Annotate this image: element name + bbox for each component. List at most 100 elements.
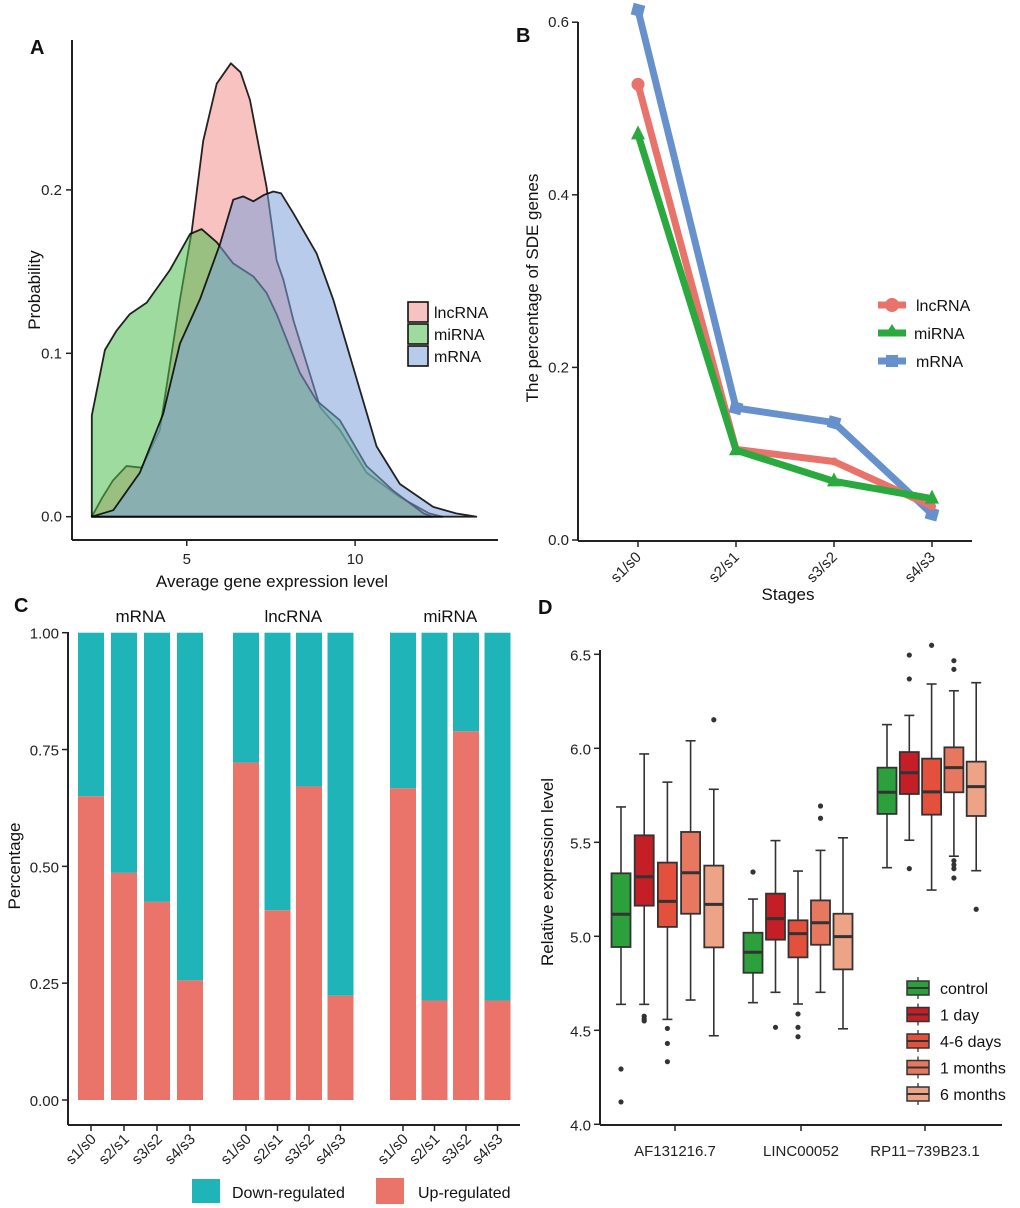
x-tick-label: s2/s1 — [705, 549, 742, 586]
y-axis-title: Probability — [25, 250, 44, 330]
outlier-point — [711, 717, 717, 723]
y-tick-label: 0.6 — [548, 14, 569, 31]
x-tick-label: s1/s0 — [62, 1131, 99, 1168]
y-ticks: 0.00 0.25 0.50 0.75 1.00 — [30, 626, 68, 1110]
bar-down-regulated — [144, 632, 170, 902]
outlier-point — [817, 803, 824, 809]
data-point-lncRNA — [830, 457, 838, 466]
legend-label: lncRNA — [434, 305, 489, 322]
outlier-point — [951, 666, 957, 672]
bar-up-regulated — [390, 788, 416, 1100]
bars — [78, 632, 511, 1100]
bar-down-regulated — [177, 632, 203, 981]
x-tick-label: 10 — [347, 551, 364, 568]
bar-down-regulated — [78, 632, 104, 797]
y-tick-label: 6.5 — [570, 647, 591, 664]
outlier-point — [664, 1025, 671, 1032]
legend-swatch-up-regulated — [376, 1178, 404, 1204]
box-control — [876, 723, 898, 869]
outlier-point — [795, 1024, 801, 1030]
bar-up-regulated — [144, 901, 170, 1100]
legend-label: 4-6 days — [940, 1034, 1001, 1051]
bar-down-regulated — [484, 632, 511, 1001]
legend: Down-regulated Up-regulated — [192, 1178, 511, 1204]
x-tick-label: AF131216.7 — [634, 1143, 716, 1160]
y-tick-label: 0.00 — [30, 1093, 59, 1110]
box-control — [610, 806, 632, 1105]
y-tick-label: 0.1 — [41, 345, 62, 362]
box-1-months — [680, 739, 701, 1001]
box-6-months — [703, 717, 725, 1037]
y-tick-label: 0.25 — [30, 976, 59, 993]
box-rect — [657, 861, 678, 928]
bar-down-regulated — [327, 632, 354, 996]
bar-up-regulated — [484, 1000, 511, 1100]
legend: lncRNA miRNA mRNA — [407, 301, 489, 367]
outlier-point — [664, 1040, 671, 1047]
y-axis-title: The percentage of SDE genes — [523, 174, 542, 403]
legend-label: miRNA — [914, 326, 965, 343]
box-rect — [610, 872, 632, 948]
legend-swatch-lncRNA — [407, 301, 429, 323]
outlier-point — [973, 906, 979, 912]
box-rect — [921, 757, 942, 816]
x-ticks: s1/s0 s2/s1 s3/s2 s4/s3 — [607, 541, 939, 586]
data-point-miRNA — [827, 472, 841, 487]
outlier-point — [618, 1066, 624, 1072]
box-rect — [765, 892, 786, 941]
box-1-months — [943, 658, 965, 881]
legend-label: control — [940, 981, 988, 998]
y-axis-title: Relative expression level — [538, 778, 557, 966]
panel-d-box-plot: 4.0 4.5 5.0 5.5 6.0 6.5 AF131216.7 LINC00052 RP… — [538, 642, 1006, 1160]
panel-label-a: A — [30, 37, 44, 59]
data-point-lncRNA — [928, 502, 936, 511]
x-tick-label: s2/s1 — [95, 1131, 132, 1168]
outlier-point — [951, 862, 957, 868]
density-areas — [90, 62, 478, 518]
outlier-point — [951, 875, 957, 881]
legend-swatch-mRNA — [407, 345, 429, 367]
y-ticks: 0.0 0.1 0.2 — [41, 182, 72, 526]
series-line-miRNA — [634, 133, 933, 503]
x-tick-label: s4/s3 — [161, 1131, 198, 1168]
y-tick-label: 6.0 — [570, 741, 591, 758]
box-control — [742, 869, 764, 1004]
y-ticks: 4.0 4.5 5.0 5.5 6.0 6.5 — [570, 647, 600, 1134]
outlier-point — [951, 658, 957, 664]
bar-down-regulated — [390, 632, 416, 789]
boxes — [610, 642, 987, 1105]
y-tick-label: 4.0 — [570, 1117, 591, 1134]
y-tick-label: 5.5 — [570, 835, 591, 852]
box-rect — [943, 746, 965, 794]
legend-label: 6 months — [940, 1087, 1006, 1104]
data-point-mRNA — [924, 506, 940, 522]
bar-up-regulated — [296, 786, 322, 1100]
y-tick-label: 0.75 — [30, 743, 59, 760]
bar-down-regulated — [233, 632, 259, 763]
outlier-point — [906, 652, 912, 658]
data-point-mRNA — [826, 415, 842, 430]
bar-down-regulated — [296, 632, 322, 787]
panel-c-stacked-bar-chart: 0.000.250.500.751.00 s1/s0s2/s1s3/s2s4/s… — [5, 607, 520, 1204]
data-point-lncRNA — [631, 77, 645, 91]
panel-a-density-chart: 0.0 0.1 0.2 5 10 Average gene expression le… — [25, 40, 498, 591]
x-tick-label: s4/s3 — [901, 549, 938, 586]
data-point-mRNA — [728, 400, 744, 416]
legend-marker-circle — [885, 298, 899, 312]
y-tick-label: 0.50 — [30, 859, 59, 876]
box-rect — [965, 760, 987, 817]
box-rect — [832, 912, 854, 971]
box-1-day — [765, 839, 786, 1030]
outlier-point — [641, 1018, 647, 1024]
outlier-point — [750, 869, 756, 875]
y-tick-label: 0.0 — [41, 509, 62, 526]
x-ticks: AF131216.7 LINC00052 RP11−739B23.1 — [634, 1125, 980, 1160]
facet-titles: mRNA lncRNA miRNA — [115, 607, 477, 626]
x-tick-label: s1/s0 — [607, 549, 644, 586]
legend-label: Down-regulated — [232, 1185, 345, 1202]
data-point-mRNA — [630, 2, 646, 18]
box-6-months — [965, 681, 987, 912]
legend-label: 1 day — [940, 1008, 979, 1025]
facet-title-lncRNA: lncRNA — [264, 607, 322, 626]
